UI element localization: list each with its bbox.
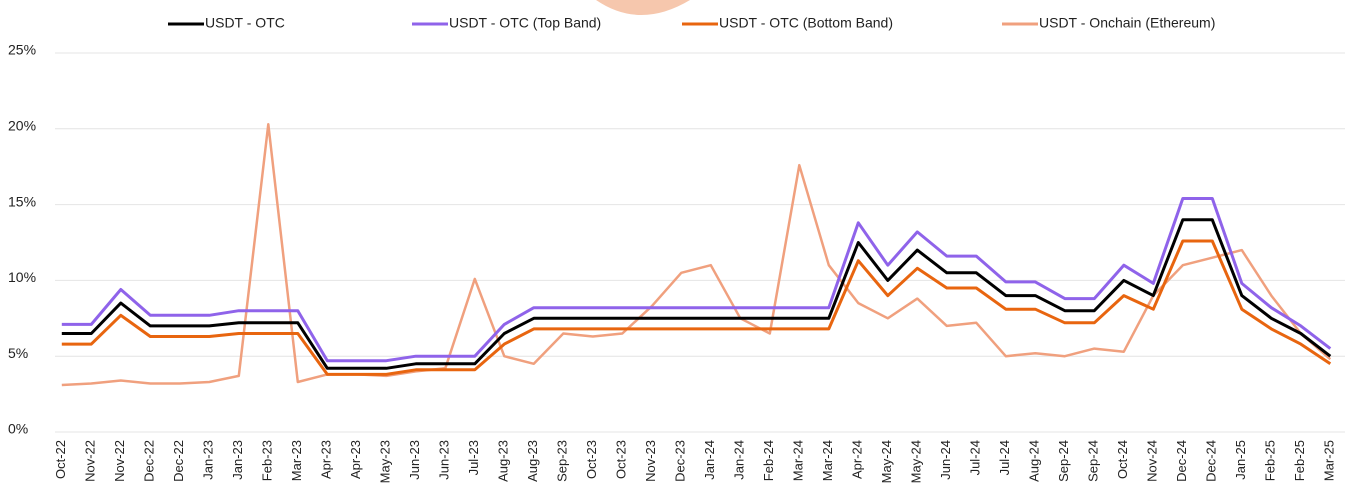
x-tick-label: May-23	[378, 440, 393, 483]
x-tick-label: Nov-24	[1145, 440, 1160, 482]
decoration	[596, 0, 690, 15]
x-tick-label: Jul-24	[997, 440, 1012, 475]
x-tick-label: May-24	[909, 440, 924, 483]
x-tick-label: Feb-25	[1292, 440, 1307, 481]
x-tick-label: Dec-22	[171, 440, 186, 482]
y-tick-label: 20%	[8, 118, 36, 134]
x-tick-label: Oct-23	[614, 440, 629, 479]
y-tick-label: 15%	[8, 193, 36, 209]
x-tick-label: Dec-24	[1174, 440, 1189, 482]
series-line	[62, 199, 1331, 361]
x-tick-label: Aug-23	[496, 440, 511, 482]
x-tick-label: Mar-24	[820, 440, 835, 481]
legend-label: USDT - Onchain (Ethereum)	[1039, 15, 1215, 31]
x-tick-label: Jul-23	[466, 440, 481, 475]
x-tick-label: Oct-23	[584, 440, 599, 479]
legend-label: USDT - OTC (Bottom Band)	[719, 15, 893, 31]
x-tick-label: Mar-25	[1322, 440, 1337, 481]
x-tick-label: Feb-23	[260, 440, 275, 481]
x-tick-label: Nov-22	[83, 440, 98, 482]
x-tick-label: Aug-24	[1027, 440, 1042, 482]
legend-label: USDT - OTC	[205, 15, 285, 31]
x-tick-label: Sep-24	[1086, 440, 1101, 482]
x-tick-label: Aug-23	[525, 440, 540, 482]
x-tick-label: Jan-23	[201, 440, 216, 480]
x-tick-label: Oct-22	[53, 440, 68, 479]
y-tick-label: 10%	[8, 269, 36, 285]
x-tick-label: Apr-24	[850, 440, 865, 479]
y-tick-label: 5%	[8, 345, 28, 361]
x-tick-label: Feb-24	[761, 440, 776, 481]
x-tick-label: Jul-24	[968, 440, 983, 475]
series-line	[62, 124, 1331, 385]
x-tick-label: Jan-23	[230, 440, 245, 480]
x-tick-label: Jan-24	[702, 440, 717, 480]
y-tick-label: 0%	[8, 421, 28, 437]
chart: 0% 5% 10% 15% 20% 25% Oct-22 Nov-22 Nov-22 Dec-22…	[0, 0, 1348, 496]
x-tick-label: Sep-24	[1056, 440, 1071, 482]
x-tick-label: Apr-23	[348, 440, 363, 479]
x-tick-label: Nov-23	[643, 440, 658, 482]
legend-label: USDT - OTC (Top Band)	[449, 15, 601, 31]
x-tick-label: Jun-24	[938, 440, 953, 480]
x-tick-label: Jan-24	[732, 440, 747, 480]
x-tick-label: Feb-25	[1263, 440, 1278, 481]
y-tick-label: 25%	[8, 42, 36, 58]
x-tick-label: Dec-23	[673, 440, 688, 482]
x-tick-label: Nov-22	[112, 440, 127, 482]
x-tick-label: Dec-24	[1204, 440, 1219, 482]
x-tick-label: Jan-25	[1233, 440, 1248, 480]
series-line	[62, 220, 1331, 368]
x-tick-label: Sep-23	[555, 440, 570, 482]
page: 0% 5% 10% 15% 20% 25% Oct-22 Nov-22 Nov-22 Dec-22…	[0, 0, 1348, 496]
x-tick-label: Mar-24	[791, 440, 806, 481]
x-tick-label: Jun-23	[437, 440, 452, 480]
x-tick-label: May-24	[879, 440, 894, 483]
x-tick-label: Oct-24	[1115, 440, 1130, 479]
x-tick-label: Apr-23	[319, 440, 334, 479]
x-tick-label: Jun-23	[407, 440, 422, 480]
x-tick-label: Mar-23	[289, 440, 304, 481]
x-tick-label: Dec-22	[142, 440, 157, 482]
